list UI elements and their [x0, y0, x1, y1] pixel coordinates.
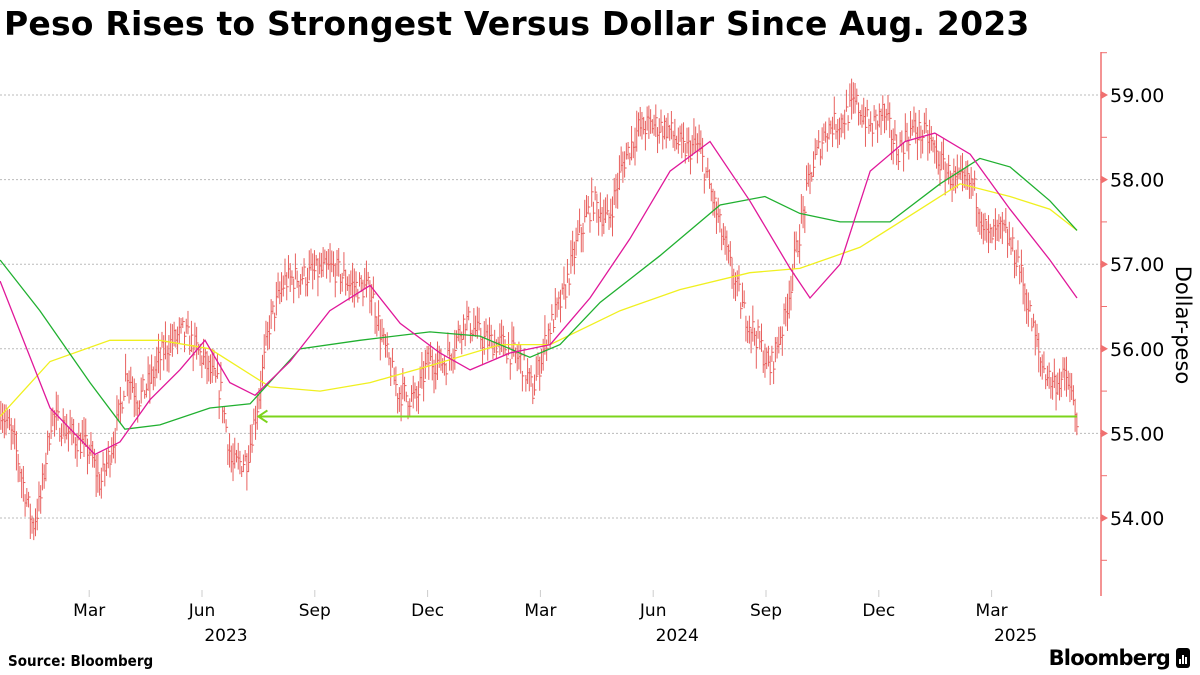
bloomberg-chart-icon [1176, 648, 1190, 668]
x-tick-label: Sep [750, 601, 782, 621]
x-year-label: 2025 [994, 626, 1037, 646]
moving-average-line-ma_mid [0, 157, 1078, 430]
source-note: Source: Bloomberg [8, 652, 154, 670]
y-tick-label: 58.00 [1110, 170, 1164, 192]
y-tick-label: 59.00 [1110, 85, 1164, 107]
y-tick-label: 56.00 [1110, 339, 1164, 361]
chart-title: Peso Rises to Strongest Versus Dollar Si… [4, 4, 1030, 43]
y-tick-mark [1101, 260, 1108, 269]
y-tick-mark [1101, 429, 1108, 438]
y-tick-label: 55.00 [1110, 423, 1164, 445]
bloomberg-logo: Bloomberg [1049, 646, 1190, 670]
moving-average-line-ma_long [0, 183, 1078, 417]
x-tick-label: Mar [73, 601, 105, 621]
x-tick-label: Dec [862, 601, 895, 621]
x-tick-label: Sep [299, 601, 331, 621]
x-year-label: 2024 [656, 626, 699, 646]
moving-average-line-ma_short [0, 132, 1078, 456]
x-tick-label: Dec [411, 601, 444, 621]
y-tick-mark [1101, 175, 1108, 184]
x-tick-label: Jun [188, 601, 216, 621]
y-tick-mark [1101, 344, 1108, 353]
x-tick-label: Mar [976, 601, 1008, 621]
y-tick-label: 54.00 [1110, 508, 1164, 530]
brand-name: Bloomberg [1048, 646, 1171, 670]
y-tick-mark [1101, 514, 1108, 522]
y-axis-label: Dollar-peso [1171, 266, 1195, 384]
y-tick-label: 57.00 [1110, 254, 1164, 276]
y-tick-mark [1101, 91, 1108, 99]
x-tick-label: Jun [639, 601, 667, 621]
x-tick-label: Mar [524, 601, 556, 621]
price-bars [0, 78, 1079, 541]
x-year-label: 2023 [204, 626, 247, 646]
support-arrow-icon [256, 409, 268, 424]
